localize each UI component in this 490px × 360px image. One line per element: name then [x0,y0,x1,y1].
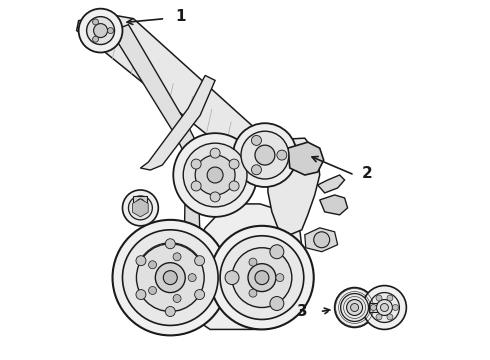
Circle shape [210,192,220,202]
Circle shape [163,271,177,285]
Circle shape [122,230,218,325]
Polygon shape [183,180,202,324]
Polygon shape [268,138,319,235]
Circle shape [229,159,239,169]
Circle shape [94,24,107,37]
Circle shape [173,253,181,261]
Circle shape [136,256,146,266]
Polygon shape [76,15,302,200]
Circle shape [251,135,262,145]
Circle shape [346,300,363,315]
Polygon shape [305,228,338,252]
Circle shape [251,165,262,175]
Circle shape [165,306,175,316]
Circle shape [191,159,201,169]
Polygon shape [185,204,305,329]
Circle shape [249,289,257,297]
Circle shape [136,199,145,207]
Circle shape [233,123,297,187]
Circle shape [314,232,330,248]
Circle shape [220,236,304,319]
Circle shape [113,220,228,336]
Circle shape [135,203,146,213]
Circle shape [376,314,382,320]
Circle shape [249,258,257,266]
Circle shape [93,36,98,42]
Circle shape [195,155,235,195]
Circle shape [380,303,389,311]
Circle shape [370,305,376,310]
Circle shape [210,148,220,158]
Text: 3: 3 [297,304,308,319]
Circle shape [165,239,175,249]
Circle shape [148,261,156,269]
Polygon shape [133,199,148,217]
Circle shape [136,289,146,300]
Polygon shape [318,175,344,193]
Text: 2: 2 [362,166,372,180]
Circle shape [155,263,185,293]
Circle shape [195,256,205,266]
Circle shape [255,145,275,165]
Circle shape [270,297,284,310]
Circle shape [93,19,98,25]
Circle shape [232,248,292,307]
Polygon shape [205,135,300,178]
Bar [368,302,385,312]
Polygon shape [141,75,215,170]
Circle shape [341,293,368,321]
Circle shape [369,293,399,323]
Circle shape [148,287,156,294]
Circle shape [276,274,284,282]
Polygon shape [319,195,347,215]
Circle shape [335,288,374,328]
Circle shape [87,17,115,45]
Circle shape [191,181,201,191]
Circle shape [173,133,257,217]
Circle shape [173,294,181,302]
Circle shape [241,131,289,179]
Circle shape [78,9,122,53]
Circle shape [207,167,223,183]
Circle shape [210,226,314,329]
Circle shape [183,143,247,207]
Circle shape [195,289,205,300]
Polygon shape [133,196,147,210]
Circle shape [122,190,158,226]
Circle shape [136,244,204,311]
Circle shape [107,28,114,33]
Circle shape [255,271,269,285]
Circle shape [392,305,398,310]
Circle shape [350,303,359,311]
Polygon shape [116,24,205,170]
Circle shape [387,295,393,301]
Circle shape [363,285,406,329]
Circle shape [376,295,382,301]
Circle shape [188,274,196,282]
Circle shape [229,181,239,191]
Polygon shape [288,142,324,175]
Circle shape [376,300,392,315]
Text: 1: 1 [175,9,186,24]
Circle shape [128,196,152,220]
Circle shape [270,245,284,259]
Circle shape [277,150,287,160]
Circle shape [387,314,393,320]
Circle shape [225,271,239,285]
Circle shape [248,264,276,292]
